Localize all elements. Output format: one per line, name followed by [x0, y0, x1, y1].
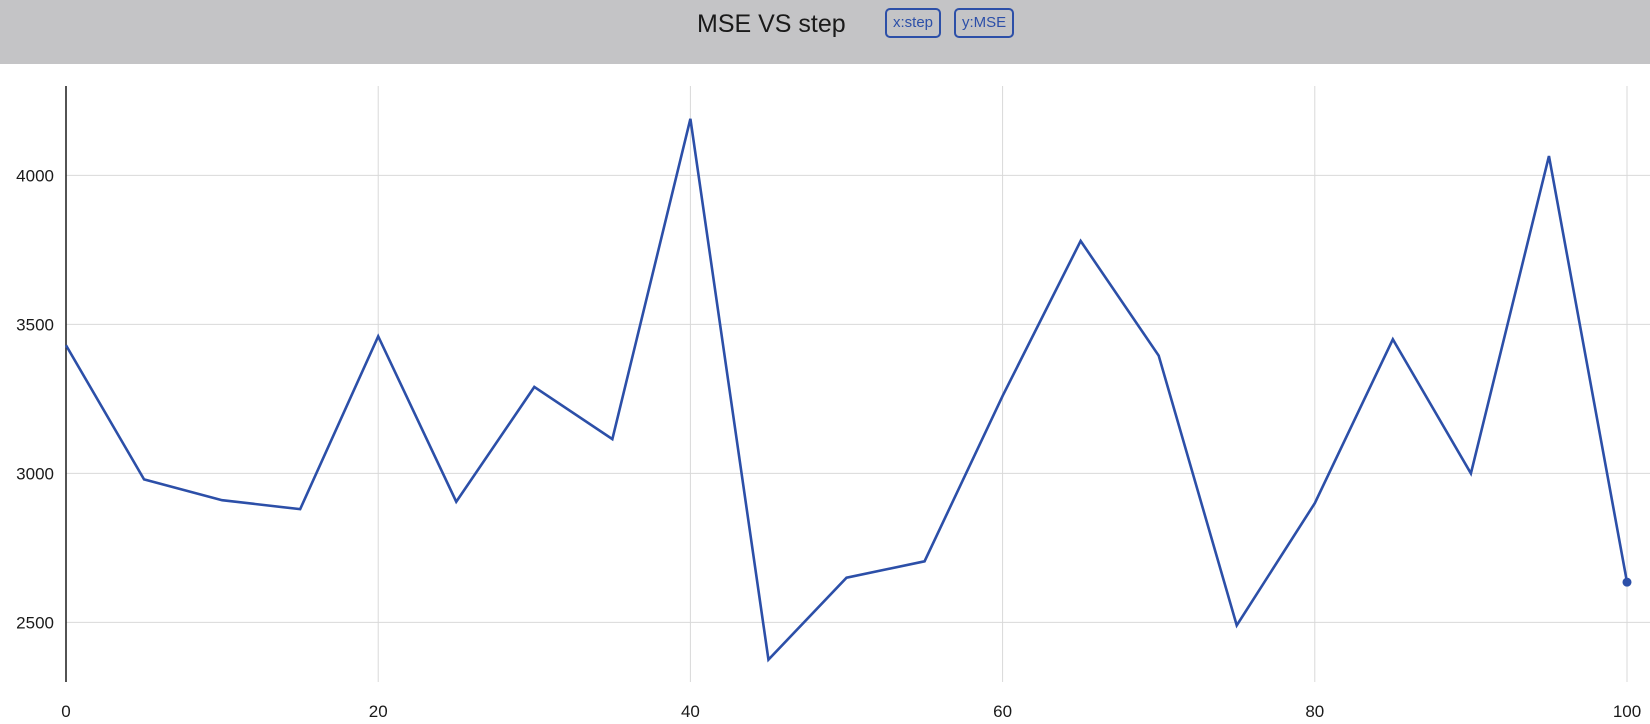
line-chart: 0 20 40 60 80 100 2500 3000 3500 4000 [16, 86, 1650, 721]
y-axis-badge[interactable]: y:MSE [954, 8, 1015, 38]
x-tick-label-100: 100 [1613, 702, 1641, 721]
x-tick-labels: 0 20 40 60 80 100 [61, 702, 1641, 721]
series-line-MSE [64, 118, 1629, 663]
x-tick-label-60: 60 [993, 702, 1012, 721]
y-tick-label-3500: 3500 [16, 315, 54, 334]
series-group [64, 118, 1632, 663]
y-tick-label-3000: 3000 [16, 464, 54, 483]
x-tick-label-0: 0 [61, 702, 70, 721]
vertical-gridlines [377, 86, 1628, 682]
chart-title: MSE VS step [697, 10, 846, 38]
x-tick-label-20: 20 [369, 702, 388, 721]
y-tick-labels: 2500 3000 3500 4000 [16, 166, 54, 632]
chart-header: MSE VS step x:step y:MSE [0, 0, 1650, 64]
x-tick-label-80: 80 [1305, 702, 1324, 721]
series-end-point[interactable] [1622, 577, 1632, 587]
horizontal-gridlines [66, 174, 1650, 623]
y-tick-label-2500: 2500 [16, 613, 54, 632]
x-tick-label-40: 40 [681, 702, 700, 721]
y-tick-label-4000: 4000 [16, 166, 54, 185]
x-axis-badge[interactable]: x:step [885, 8, 942, 38]
